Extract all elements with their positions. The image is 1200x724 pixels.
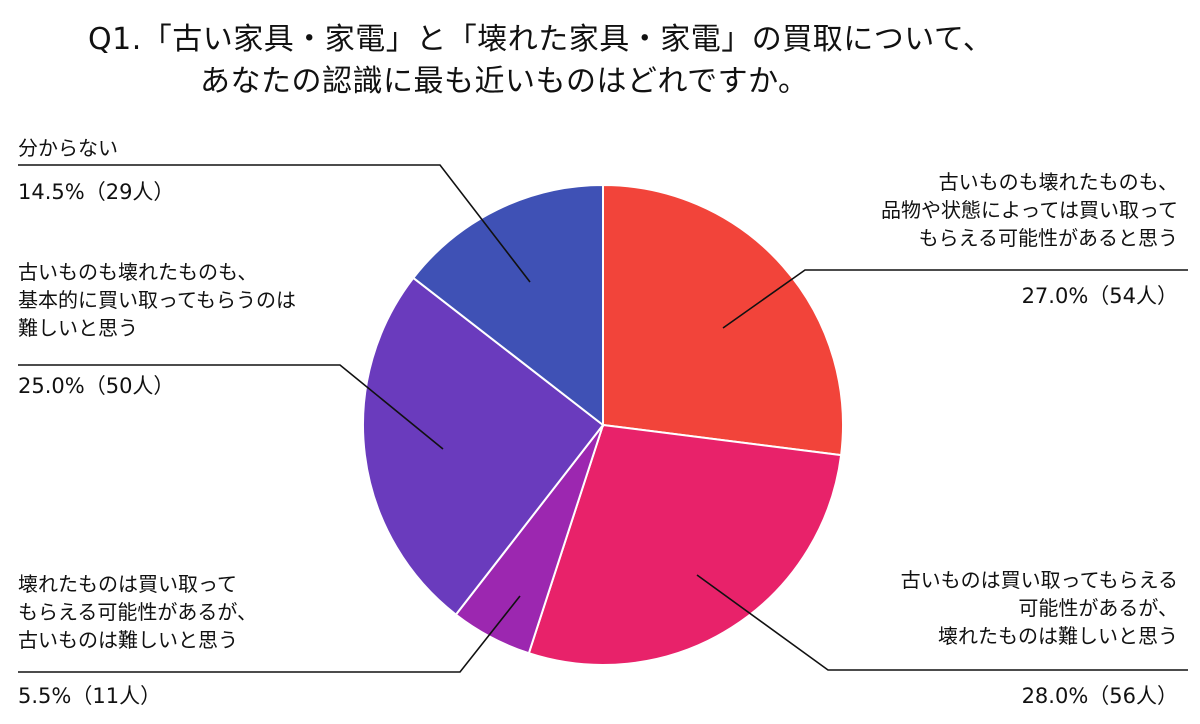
leader-line-old-possible-broken-hard <box>696 574 1188 671</box>
slice-label-line: 基本的に買い取ってもらうのは <box>18 288 296 312</box>
slice-value-both-hard: 25.0%（50人） <box>18 374 175 398</box>
slice-label-line: 壊れたものは難しいと思う <box>938 624 1178 648</box>
slice-label-line: 品物や状態によっては買い取って <box>881 198 1178 222</box>
slice-label-broken-possible-old-hard: 壊れたものは買い取って もらえる可能性があるが、 古いものは難しいと思う <box>18 570 257 654</box>
slice-label-both-hard: 古いものも壊れたものも、 基本的に買い取ってもらうのは 難しいと思う <box>18 258 296 342</box>
slice-label-line: 可能性があるが、 <box>1018 596 1178 620</box>
slice-label-line: 分からない <box>18 136 118 160</box>
pie-slice-both-hard <box>362 276 605 617</box>
slice-value-broken-possible-old-hard: 5.5%（11人） <box>18 684 162 708</box>
pie-slice-old-possible-broken-hard <box>527 423 843 666</box>
slice-label-line: 難しいと思う <box>18 316 138 340</box>
slice-label-line: 古いものも壊れたものも、 <box>938 170 1178 194</box>
slice-label-dont-know: 分からない <box>18 134 118 162</box>
slice-value-own-both-possible: 27.0%（54人） <box>1021 284 1178 308</box>
leader-line-own-both-possible <box>722 269 1188 329</box>
slice-label-line: 古いものは買い取ってもらえる <box>900 568 1178 592</box>
pie-slice-dont-know <box>411 183 604 428</box>
chart-title-line-2: あなたの認識に最も近いものはどれですか。 <box>200 64 809 99</box>
slice-label-line: 壊れたものは買い取って <box>18 572 237 596</box>
slice-value-old-possible-broken-hard: 28.0%（56人） <box>1021 684 1178 708</box>
slice-label-old-possible-broken-hard: 古いものは買い取ってもらえる 可能性があるが、 壊れたものは難しいと思う <box>901 566 1178 650</box>
leader-line-both-hard <box>18 364 444 450</box>
leader-line-dont-know <box>18 164 531 283</box>
slice-label-line: 古いものも壊れたものも、 <box>18 260 258 284</box>
slice-label-line: もらえる可能性があると思う <box>918 226 1178 250</box>
chart-title-line-1: Q1.「古い家具・家電」と「壊れた家具・家電」の買取について、 <box>88 22 994 57</box>
slice-label-line: 古いものは難しいと思う <box>18 628 238 652</box>
slice-value-dont-know: 14.5%（29人） <box>18 180 175 204</box>
leader-line-broken-possible-old-hard <box>18 595 521 673</box>
slice-label-line: もらえる可能性があるが、 <box>18 600 257 624</box>
pie-slice-own-both-possible <box>602 183 844 457</box>
slice-label-own-both-possible: 古いものも壊れたものも、 品物や状態によっては買い取って もらえる可能性があると… <box>881 168 1178 252</box>
